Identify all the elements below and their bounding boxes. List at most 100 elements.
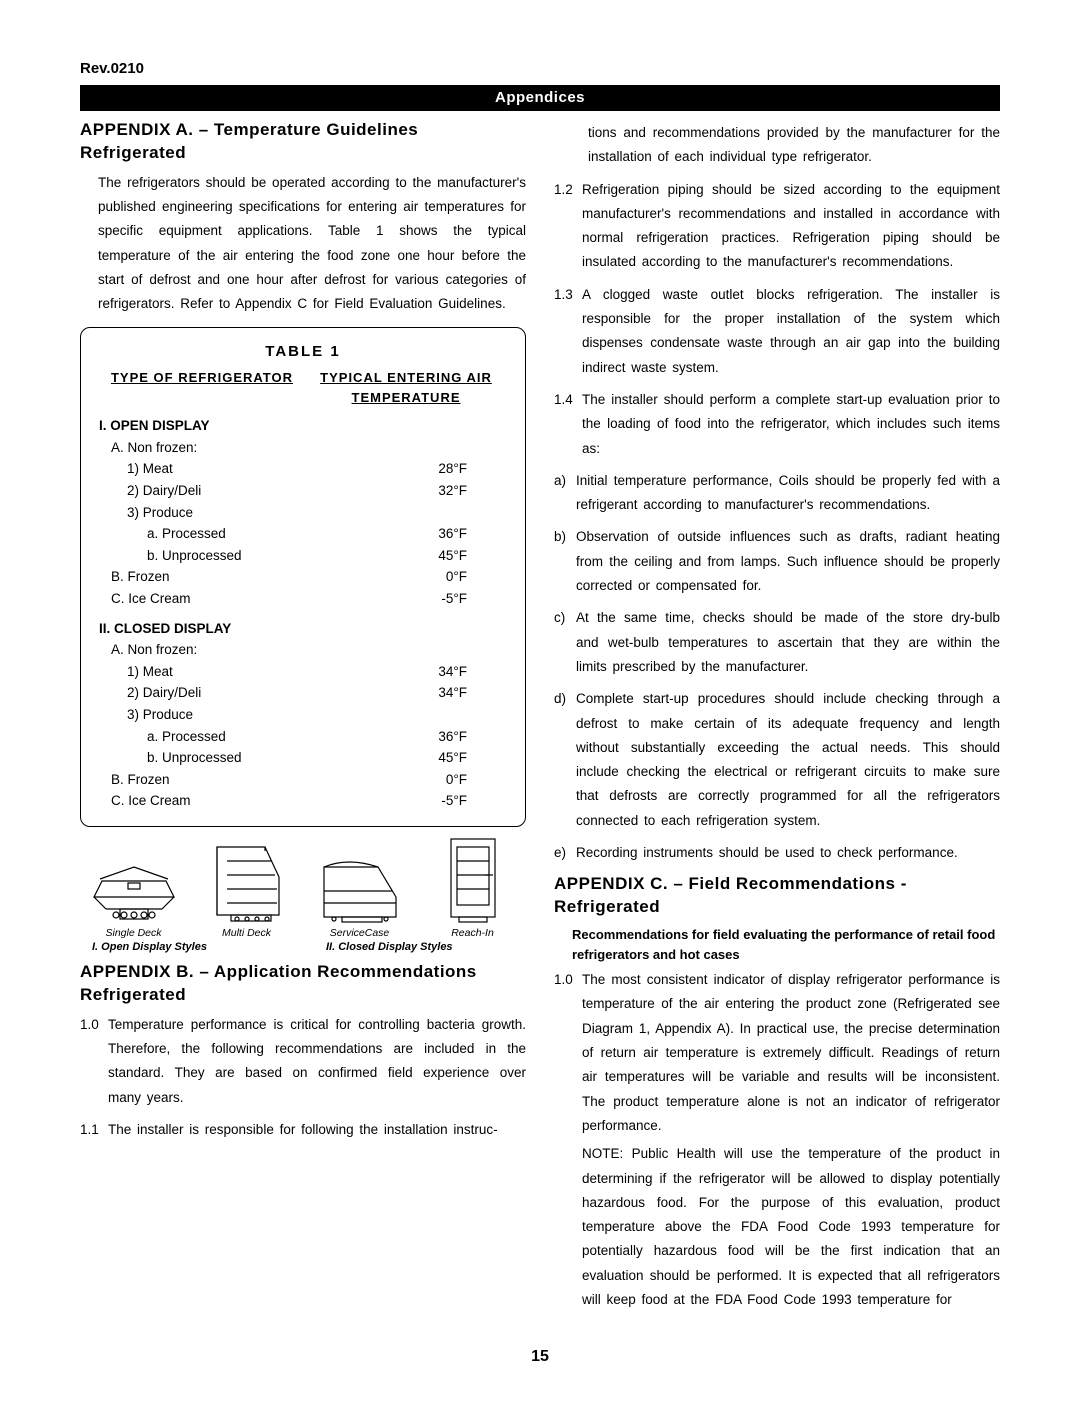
page: Rev.0210 Appendices APPENDIX A. – Temper… [0,0,1080,1406]
multi-deck-icon [207,837,287,925]
appendix-b-1.1-cont: tions and recommendations provided by th… [554,121,1000,170]
diagram-single-deck: Single Deck [80,861,187,939]
list-text: Temperature performance is critical for … [108,1013,526,1110]
diagram-label: Multi Deck [193,927,300,939]
table-section-header: II. CLOSED DISPLAY [99,618,359,640]
table-row: 2) Dairy/Deli32°F [99,480,507,502]
list-text: Recording instruments should be used to … [576,841,1000,865]
table-cell: 34°F [367,661,507,683]
table-row: C. Ice Cream-5°F [99,588,507,610]
appendix-c-subtitle: Recommendations for field evaluating the… [554,925,1000,964]
list-number: 1.0 [554,968,582,1138]
list-text: At the same time, checks should be made … [576,606,1000,679]
table-row: 1) Meat34°F [99,661,507,683]
table-row: B. Frozen0°F [99,769,507,791]
table-cell: 3) Produce [99,502,367,524]
appendix-b-1.4: 1.4 The installer should perform a compl… [554,388,1000,461]
appendix-b-1.0: 1.0 Temperature performance is critical … [80,1013,526,1110]
table-row: 2) Dairy/Deli34°F [99,682,507,704]
table-cell: 3) Produce [99,704,367,726]
table-title: TABLE 1 [99,340,507,364]
list-text: Observation of outside influences such a… [576,525,1000,598]
table-cell: a. Processed [99,726,373,748]
table-cell: 36°F [373,523,507,545]
table-row: A. Non frozen: [99,437,507,459]
table-cell: 0°F [362,566,507,588]
display-styles-labels: I. Open Display Styles II. Closed Displa… [80,941,526,953]
table-cell: C. Ice Cream [99,588,362,610]
list-text: Initial temperature performance, Coils s… [576,469,1000,518]
table-cell: 32°F [367,480,507,502]
diagram-service-case: ServiceCase [306,851,413,939]
diagram-label: ServiceCase [306,927,413,939]
table-cell: B. Frozen [99,566,362,588]
table-row: A. Non frozen: [99,639,507,661]
table-1: TABLE 1 TYPE OF REFRIGERATOR TYPICAL ENT… [80,327,526,827]
list-number: 1.4 [554,388,582,461]
list-text: The installer is responsible for followi… [108,1118,526,1142]
closed-display-styles-label: II. Closed Display Styles [322,941,526,953]
section-banner: Appendices [80,85,1000,111]
table-section-header: I. OPEN DISPLAY [99,415,359,437]
list-text: Complete start-up procedures should incl… [576,687,1000,833]
table-row: II. CLOSED DISPLAY [99,618,507,640]
table-row: I. OPEN DISPLAY [99,415,507,437]
list-text: Refrigeration piping should be sized acc… [582,178,1000,275]
display-style-diagrams: Single Deck [80,835,526,939]
table-cell: 45°F [373,747,507,769]
appendix-b-c: c) At the same time, checks should be ma… [554,606,1000,679]
table-cell: 45°F [373,545,507,567]
diagram-multi-deck: Multi Deck [193,837,300,939]
table-cell: b. Unprocessed [99,545,373,567]
table-row: a. Processed36°F [99,726,507,748]
appendix-b-d: d) Complete start-up procedures should i… [554,687,1000,833]
diagram-label: Reach-In [419,927,526,939]
table-cell: 1) Meat [99,661,367,683]
right-column: tions and recommendations provided by th… [554,117,1000,1320]
table-cell: b. Unprocessed [99,747,373,769]
table-cell: C. Ice Cream [99,790,362,812]
two-column-layout: APPENDIX A. – Temperature Guidelines Ref… [80,117,1000,1320]
appendix-b-1.1: 1.1 The installer is responsible for fol… [80,1118,526,1142]
appendix-b-b: b) Observation of outside influences suc… [554,525,1000,598]
table-cell: 36°F [373,726,507,748]
table-cell: B. Frozen [99,769,362,791]
left-column: APPENDIX A. – Temperature Guidelines Ref… [80,117,526,1320]
appendix-c-title: APPENDIX C. – Field Recommendations - Re… [554,873,1000,919]
table-row: 3) Produce [99,502,507,524]
list-number: 1.0 [80,1013,108,1110]
table-header-right: TYPICAL ENTERING AIR TEMPERATURE [305,368,507,410]
list-text: The installer should perform a complete … [582,388,1000,461]
table-header-left: TYPE OF REFRIGERATOR [99,368,305,410]
appendix-b-title: APPENDIX B. – Application Recommendation… [80,961,526,1007]
appendix-b-a: a) Initial temperature performance, Coil… [554,469,1000,518]
list-number: 1.3 [554,283,582,380]
list-text: The most consistent indicator of display… [582,968,1000,1138]
appendix-b-e: e) Recording instruments should be used … [554,841,1000,865]
table-row: b. Unprocessed45°F [99,747,507,769]
list-number: 1.1 [80,1118,108,1142]
list-letter: d) [554,687,576,833]
diagram-label: Single Deck [80,927,187,939]
reach-in-icon [445,835,501,925]
list-letter: e) [554,841,576,865]
revision-label: Rev.0210 [80,60,1000,77]
appendix-b-1.3: 1.3 A clogged waste outlet blocks refrig… [554,283,1000,380]
list-text: A clogged waste outlet blocks refrigerat… [582,283,1000,380]
table-cell: 28°F [367,458,507,480]
table-cell: 2) Dairy/Deli [99,682,367,704]
table-row: a. Processed36°F [99,523,507,545]
table-cell: a. Processed [99,523,373,545]
table-cell: A. Non frozen: [99,437,362,459]
table-row: b. Unprocessed45°F [99,545,507,567]
list-number: 1.2 [554,178,582,275]
single-deck-icon [90,861,178,925]
appendix-a-intro: The refrigerators should be operated acc… [80,171,526,317]
list-letter: a) [554,469,576,518]
table-row: 3) Produce [99,704,507,726]
appendix-b-1.2: 1.2 Refrigeration piping should be sized… [554,178,1000,275]
table-cell: 1) Meat [99,458,367,480]
appendix-c-note: NOTE: Public Health will use the tempera… [554,1142,1000,1312]
table-row: 1) Meat28°F [99,458,507,480]
page-number: 15 [80,1348,1000,1366]
